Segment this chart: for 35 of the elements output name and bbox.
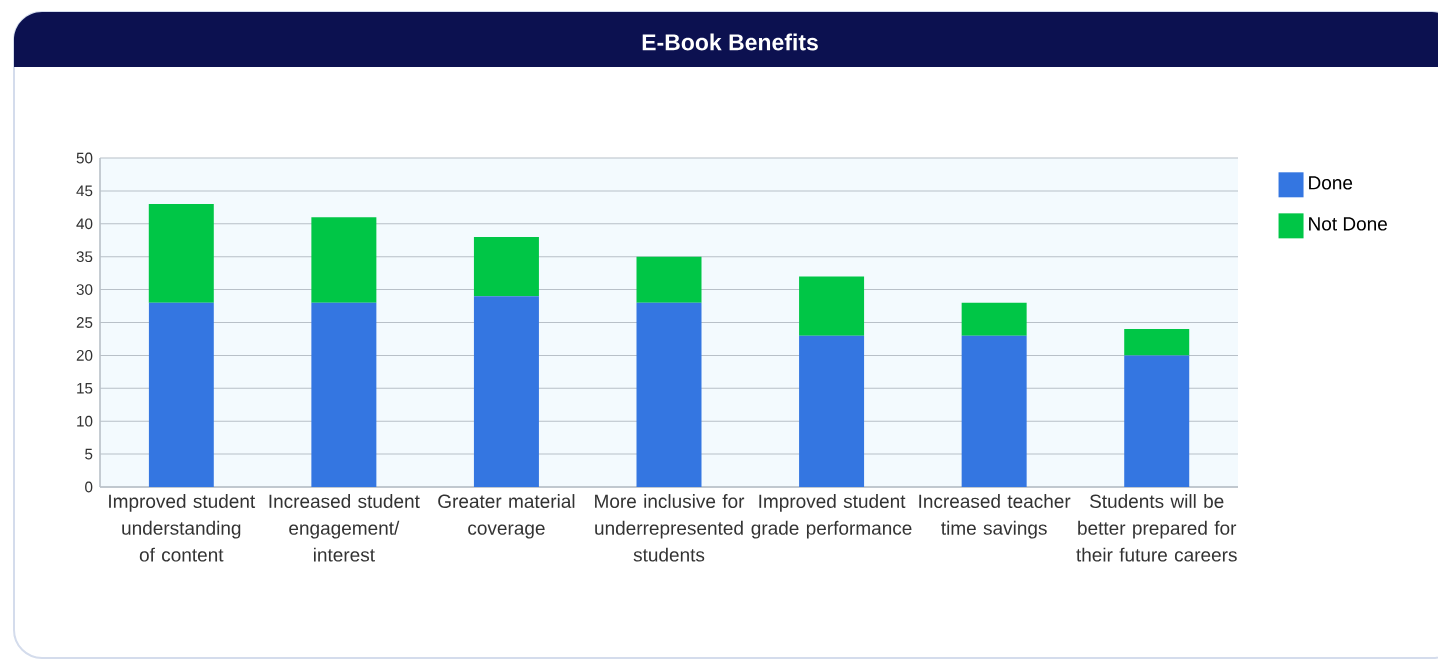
y-tick-label: 30 bbox=[76, 284, 93, 295]
bar bbox=[473, 236, 539, 297]
bar bbox=[473, 296, 539, 487]
bar bbox=[636, 256, 702, 303]
legend-label: Done bbox=[1309, 176, 1353, 190]
bar bbox=[636, 302, 702, 487]
bar bbox=[961, 302, 1027, 336]
chart-title: E-Book Benefits bbox=[642, 33, 818, 51]
bar bbox=[1124, 355, 1190, 487]
y-tick-label: 0 bbox=[85, 481, 93, 493]
y-tick-label: 5 bbox=[85, 448, 93, 460]
y-tick-label: 35 bbox=[76, 251, 93, 263]
bar bbox=[148, 204, 214, 303]
bar bbox=[799, 276, 865, 336]
bar bbox=[311, 302, 377, 487]
x-tick-label: More inclusive for underrepresented students bbox=[595, 494, 745, 562]
x-tick-label: Greater material coverage bbox=[438, 494, 575, 539]
bar bbox=[1124, 329, 1190, 356]
x-tick-label: Increased student engagement/ interest bbox=[269, 494, 420, 562]
y-tick-label: 25 bbox=[76, 317, 93, 328]
bar bbox=[961, 335, 1027, 487]
bar bbox=[799, 335, 865, 487]
legend-label: Not Done bbox=[1309, 217, 1387, 231]
x-tick-label: Improved student understanding of content bbox=[109, 494, 256, 562]
y-tick-label: 50 bbox=[76, 152, 93, 164]
bar bbox=[148, 302, 214, 487]
x-tick-label: Improved student grade performance bbox=[751, 494, 912, 539]
y-tick-label: 40 bbox=[76, 218, 93, 230]
y-tick-label: 20 bbox=[76, 350, 93, 361]
x-tick-label: Students will be better prepared for their future careers bbox=[1076, 494, 1237, 562]
bar bbox=[311, 217, 377, 303]
y-tick-label: 10 bbox=[77, 415, 93, 427]
y-tick-label: 45 bbox=[76, 185, 93, 197]
x-tick-label: Increased teacher time savings bbox=[919, 494, 1071, 539]
y-tick-label: 15 bbox=[77, 382, 93, 394]
